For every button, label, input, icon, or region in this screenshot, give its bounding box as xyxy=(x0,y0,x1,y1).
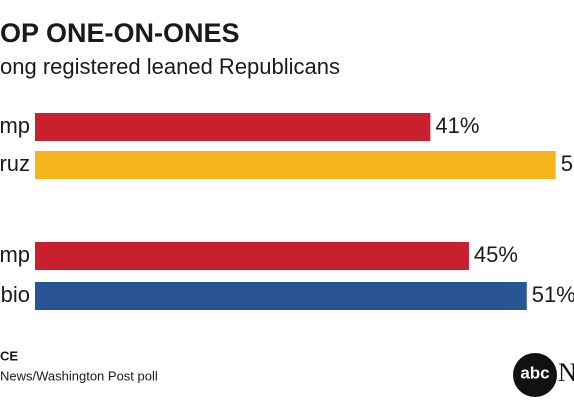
value-label: 45% xyxy=(474,242,518,267)
source: News/Washington Post poll xyxy=(0,368,158,383)
bar xyxy=(35,113,431,141)
logo: abc N xyxy=(513,353,574,397)
category-label: mp xyxy=(0,113,30,138)
value-label: 5 xyxy=(561,151,573,176)
bar xyxy=(35,151,556,179)
category-label: bio xyxy=(1,282,30,307)
bar xyxy=(35,242,469,270)
chart-title: OP ONE-ON-ONES xyxy=(0,18,240,48)
value-label: 41% xyxy=(435,113,479,138)
chart-subtitle: ong registered leaned Republicans xyxy=(0,54,340,79)
source-label: CE xyxy=(0,348,18,363)
category-label: ruz xyxy=(0,151,30,176)
category-label: mp xyxy=(0,242,30,267)
logo-tail: N xyxy=(558,358,574,387)
bar xyxy=(35,282,527,310)
value-label: 51% xyxy=(532,282,574,307)
logo-text: abc xyxy=(520,363,549,382)
logo-circle xyxy=(513,353,557,397)
